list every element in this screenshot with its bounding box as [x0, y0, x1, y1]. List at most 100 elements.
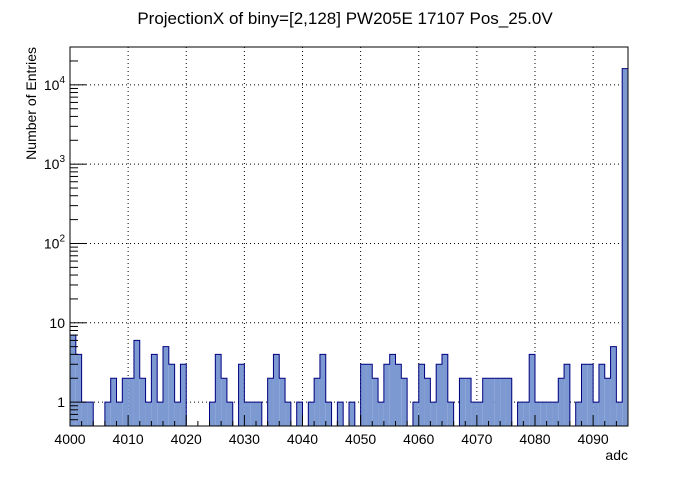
histogram-bar: [523, 402, 530, 426]
histogram-bar: [238, 364, 245, 426]
x-axis-tick-labels: 4000 4010 4020 4030 4040 4050 4060 4070 4080 4090: [54, 431, 608, 447]
histogram-bar: [122, 378, 129, 426]
x-tick-label: 4090: [578, 431, 609, 447]
histogram-bar: [279, 378, 286, 426]
histogram-bar: [308, 402, 315, 426]
histogram-bar: [151, 354, 158, 426]
histogram-bar: [447, 402, 454, 426]
y-axis-label: Number of Entries: [23, 47, 39, 160]
histogram-bar: [256, 402, 262, 426]
histogram-bar: [168, 364, 175, 426]
histogram-bar: [349, 402, 355, 426]
y-axis-tick-labels: 1 10 102 103 104: [44, 75, 66, 410]
histogram-bar: [383, 364, 390, 426]
histogram-bar: [128, 378, 134, 426]
histogram-bar: [500, 378, 506, 426]
histogram-bar: [564, 364, 570, 426]
histogram-bar: [593, 402, 599, 426]
x-tick-label: 4020: [171, 431, 202, 447]
histogram-bar: [418, 364, 425, 426]
histogram-bar: [546, 402, 553, 426]
y-tick-label: 103: [44, 154, 66, 172]
y-tick-label: 104: [44, 75, 66, 93]
histogram-bar: [116, 402, 123, 426]
histogram-bar: [610, 346, 617, 426]
chart-title: ProjectionX of biny=[2,128] PW205E 17107…: [137, 9, 553, 28]
histogram-bar: [139, 378, 146, 426]
histogram-bar: [314, 378, 320, 426]
x-tick-label: 4010: [113, 431, 144, 447]
x-tick-label: 4000: [54, 431, 85, 447]
histogram-bar: [494, 378, 501, 426]
x-tick-label: 4040: [287, 431, 318, 447]
histogram-bar: [436, 364, 442, 426]
histogram-bar: [587, 364, 594, 426]
histogram-bar: [529, 354, 535, 426]
histogram-bar: [465, 378, 472, 426]
histogram-bar: [87, 402, 94, 426]
histogram-bar: [267, 378, 274, 426]
histogram-bar: [482, 378, 489, 426]
histogram-bar: [215, 354, 222, 426]
histogram-bar: [395, 364, 402, 426]
histogram-bar: [540, 402, 547, 426]
histogram-bar: [180, 364, 187, 426]
histogram-bar: [389, 354, 396, 426]
y-tick-label: 1: [57, 394, 65, 410]
histogram-bar: [581, 364, 588, 426]
histogram-bar: [459, 378, 466, 426]
histogram-bar: [366, 364, 373, 426]
axis-ticks: [69, 46, 629, 427]
histogram-bar: [476, 402, 483, 426]
histogram-bar: [157, 402, 163, 426]
histogram-bar: [209, 402, 216, 426]
histogram-bar: [174, 402, 181, 426]
x-tick-label: 4030: [229, 431, 260, 447]
histogram-bar: [535, 402, 541, 426]
histogram-bar: [325, 402, 332, 426]
histogram-bar: [133, 340, 140, 426]
histogram-bar: [505, 378, 512, 426]
y-tick-label: 10: [49, 315, 65, 331]
histogram-bar: [622, 68, 628, 426]
histogram-bar: [401, 378, 408, 426]
histogram-bar: [442, 354, 448, 426]
histogram-bar: [598, 364, 605, 426]
x-tick-label: 4070: [461, 431, 492, 447]
histogram-bar: [575, 402, 582, 426]
histogram-bar: [337, 402, 344, 426]
histogram-bar: [372, 378, 379, 426]
histogram-bar: [517, 402, 524, 426]
histogram-bar: [250, 402, 256, 426]
histogram-bar: [604, 378, 611, 426]
histogram-bar: [552, 402, 559, 426]
histogram-bar: [296, 402, 303, 426]
histogram-bar: [163, 346, 169, 426]
y-tick-label: 102: [44, 233, 66, 251]
histogram-bar: [319, 354, 326, 426]
x-axis-label: adc: [605, 447, 628, 463]
histogram-bars: [70, 68, 628, 426]
x-tick-label: 4080: [519, 431, 550, 447]
histogram-bar: [616, 402, 623, 426]
histogram-bar: [488, 378, 495, 426]
histogram-bar: [424, 378, 431, 426]
histogram-bar: [244, 402, 251, 426]
histogram-bar: [75, 354, 82, 426]
histogram-bar: [273, 354, 280, 426]
histogram-bar: [558, 378, 565, 426]
histogram-bar: [412, 402, 419, 426]
histogram-bar: [360, 364, 367, 426]
histogram-bar: [221, 378, 227, 426]
histogram-bar: [430, 402, 437, 426]
x-tick-label: 4050: [345, 431, 376, 447]
histogram-bar: [378, 402, 384, 426]
histogram-bar: [70, 335, 76, 426]
histogram-bar: [145, 402, 152, 426]
histogram-bar: [285, 402, 291, 426]
x-tick-label: 4060: [403, 431, 434, 447]
histogram-outline: [69, 68, 629, 427]
histogram-bar: [81, 402, 88, 426]
